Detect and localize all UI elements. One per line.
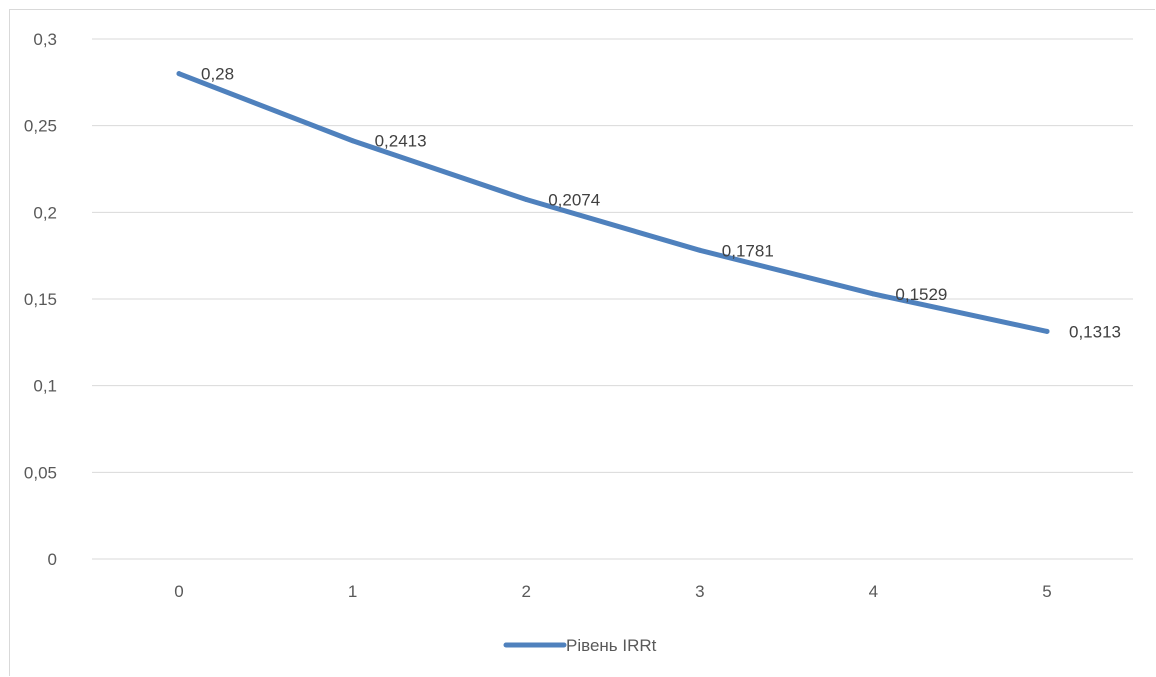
data-point bbox=[176, 71, 182, 77]
x-tick-label: 2 bbox=[521, 582, 530, 601]
data-point bbox=[870, 291, 876, 297]
series-layer bbox=[176, 71, 1050, 334]
x-tick-label: 5 bbox=[1042, 582, 1051, 601]
data-label: 0,1313 bbox=[1069, 322, 1121, 341]
y-tick-label: 0,1 bbox=[33, 377, 57, 396]
x-tick-label: 4 bbox=[869, 582, 878, 601]
data-label: 0,2413 bbox=[375, 132, 427, 151]
y-tick-label: 0,25 bbox=[24, 117, 57, 136]
data-label: 0,2074 bbox=[548, 191, 600, 210]
data-point bbox=[697, 247, 703, 253]
data-point bbox=[523, 197, 529, 203]
data-labels: 0,28 0,2413 0,2074 0,1781 0,1529 0,1313 bbox=[201, 65, 1121, 342]
gridlines bbox=[92, 38, 1133, 560]
legend: Рівень IRRt bbox=[503, 636, 657, 655]
data-label: 0,1781 bbox=[722, 241, 774, 260]
data-point bbox=[350, 138, 356, 144]
legend-label-series-1: Рівень IRRt bbox=[566, 636, 657, 655]
data-label: 0,28 bbox=[201, 65, 234, 84]
chart-area bbox=[9, 9, 1155, 676]
x-axis-tick-labels: 0 1 2 3 4 5 bbox=[174, 582, 1051, 601]
data-label: 0,1529 bbox=[895, 285, 947, 304]
x-tick-label: 1 bbox=[348, 582, 357, 601]
y-tick-label: 0,2 bbox=[33, 203, 57, 222]
y-tick-label: 0 bbox=[48, 550, 57, 569]
data-point bbox=[1044, 328, 1050, 334]
x-tick-label: 0 bbox=[174, 582, 183, 601]
y-tick-label: 0,15 bbox=[24, 290, 57, 309]
x-tick-label: 3 bbox=[695, 582, 704, 601]
y-tick-label: 0,05 bbox=[24, 463, 57, 482]
series-line bbox=[176, 71, 1050, 334]
y-tick-label: 0,3 bbox=[33, 30, 57, 49]
y-axis-tick-labels: 0 0,05 0,1 0,15 0,2 0,25 0,3 bbox=[24, 30, 57, 569]
